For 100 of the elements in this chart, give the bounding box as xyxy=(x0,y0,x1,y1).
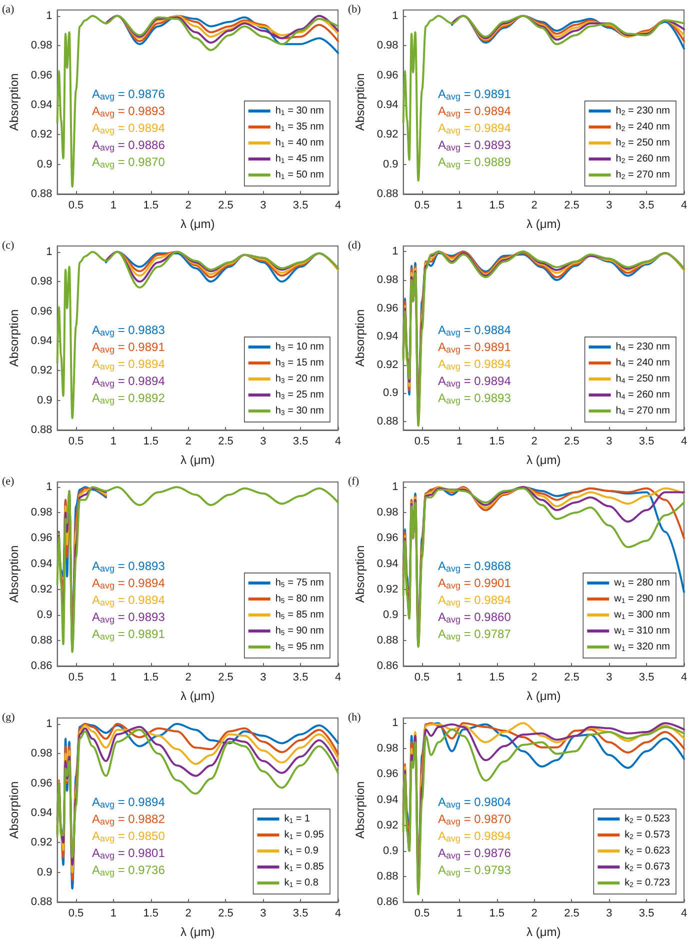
chart-title: (a) xyxy=(2,4,15,16)
y-tick-label: 0.98 xyxy=(30,506,52,519)
line-series xyxy=(56,14,339,188)
x-tick-label: 0.5 xyxy=(68,672,84,684)
annotation: Aavg = 0.9876 xyxy=(438,846,512,860)
y-axis-title: Absorption xyxy=(353,73,367,131)
x-axis-title: λ (μm) xyxy=(526,689,561,703)
y-tick-label: 0.86 xyxy=(376,660,398,672)
y-tick-label: 1 xyxy=(46,246,52,258)
y-tick-label: 0.86 xyxy=(376,896,398,908)
y-tick-label: 0.9 xyxy=(37,158,52,170)
annotation: Aavg = 0.9850 xyxy=(92,829,166,844)
x-tick-label: 3 xyxy=(260,672,266,684)
x-tick-label: 2.5 xyxy=(564,908,580,920)
annotation: Aavg = 0.9894 xyxy=(438,374,512,388)
line-series xyxy=(56,486,339,653)
x-tick-label: 4 xyxy=(334,200,342,212)
x-tick-label: 2 xyxy=(531,908,538,920)
x-tick-label: 1 xyxy=(456,908,463,920)
y-tick-label: 0.96 xyxy=(30,777,52,790)
y-tick-label: 0.92 xyxy=(376,358,398,371)
y-tick-label: 0.9 xyxy=(383,844,398,857)
x-tick-label: 3.5 xyxy=(292,200,308,212)
annotation: Aavg = 0.9894 xyxy=(92,374,166,388)
y-tick-label: 0.94 xyxy=(376,330,398,343)
x-axis-title: λ (μm) xyxy=(180,453,215,467)
y-tick-label: 0.94 xyxy=(30,98,52,111)
annotation: Aavg = 0.9860 xyxy=(438,610,512,624)
x-axis-title: λ (μm) xyxy=(526,925,561,939)
x-tick-label: 2.5 xyxy=(564,436,580,448)
x-tick-label: 3.5 xyxy=(292,436,308,448)
x-tick-label: 2 xyxy=(185,908,192,920)
x-tick-label: 3 xyxy=(606,672,612,684)
x-axis-title: λ (μm) xyxy=(526,217,561,231)
x-tick-label: 4 xyxy=(334,908,342,920)
annotation: Aavg = 0.9894 xyxy=(92,357,166,372)
y-tick-label: 0.98 xyxy=(30,748,52,760)
annotation: Aavg = 0.9891 xyxy=(92,627,166,642)
annotation: Aavg = 0.9893 xyxy=(92,610,166,624)
y-tick-label: 0.96 xyxy=(30,69,52,82)
y-tick-label: 0.88 xyxy=(30,634,52,646)
x-tick-label: 2 xyxy=(185,672,192,684)
y-tick-label: 1 xyxy=(46,10,52,22)
y-tick-label: 0.96 xyxy=(376,302,398,314)
x-tick-label: 3.5 xyxy=(292,672,308,684)
x-tick-label: 0.5 xyxy=(414,672,430,684)
annotation: Aavg = 0.9793 xyxy=(438,863,512,878)
y-axis-title: Absorption xyxy=(7,73,21,131)
y-tick-label: 0.86 xyxy=(30,660,52,672)
x-tick-label: 3 xyxy=(260,200,266,212)
y-tick-label: 0.9 xyxy=(383,387,398,400)
annotation: Aavg = 0.9883 xyxy=(92,323,166,338)
annotation: Aavg = 0.9787 xyxy=(438,627,512,642)
y-tick-label: 0.92 xyxy=(30,836,52,849)
x-tick-label: 2.5 xyxy=(218,908,234,920)
y-tick-label: 0.98 xyxy=(30,276,52,288)
annotation: Aavg = 0.9870 xyxy=(92,155,166,170)
annotation: Aavg = 0.9894 xyxy=(92,795,166,810)
x-tick-label: 3.5 xyxy=(292,908,308,920)
x-tick-label: 1.5 xyxy=(143,908,159,920)
y-tick-label: 0.88 xyxy=(376,416,398,428)
annotation: Aavg = 0.9894 xyxy=(92,576,166,590)
y-tick-label: 0.98 xyxy=(376,742,398,755)
y-tick-label: 0.96 xyxy=(30,532,52,544)
y-tick-label: 0.88 xyxy=(30,188,52,200)
x-tick-label: 0.5 xyxy=(414,200,430,212)
annotation: Aavg = 0.9891 xyxy=(438,340,512,354)
x-axis-title: λ (μm) xyxy=(526,453,561,467)
y-tick-label: 0.96 xyxy=(30,305,52,318)
x-tick-label: 4 xyxy=(334,672,342,684)
annotation: Aavg = 0.9804 xyxy=(438,795,512,810)
chart-title: (g) xyxy=(2,712,16,724)
x-tick-label: 4 xyxy=(334,436,342,448)
x-tick-label: 1 xyxy=(110,436,117,448)
y-tick-label: 1 xyxy=(46,481,52,494)
annotation: Aavg = 0.9894 xyxy=(438,829,512,844)
annotation: Aavg = 0.9894 xyxy=(92,121,166,136)
y-tick-label: 0.92 xyxy=(376,583,398,596)
y-tick-label: 0.98 xyxy=(376,40,398,52)
x-tick-label: 3.5 xyxy=(638,200,654,212)
y-tick-label: 1 xyxy=(392,10,398,22)
annotation: Aavg = 0.9870 xyxy=(438,812,512,826)
annotation: Aavg = 0.9894 xyxy=(438,121,512,136)
x-tick-label: 1.5 xyxy=(489,672,505,684)
y-tick-label: 0.9 xyxy=(37,866,52,878)
chart-title: (b) xyxy=(348,4,362,16)
y-tick-label: 0.94 xyxy=(30,558,52,570)
y-tick-label: 0.98 xyxy=(376,274,398,286)
annotation: Aavg = 0.9801 xyxy=(92,846,166,860)
chart-title: (d) xyxy=(348,240,362,252)
x-tick-label: 1.5 xyxy=(143,200,159,212)
y-tick-label: 0.98 xyxy=(30,40,52,52)
x-tick-label: 4 xyxy=(680,436,688,448)
y-tick-label: 1 xyxy=(392,481,398,494)
x-tick-label: 3 xyxy=(606,908,612,920)
x-tick-label: 0.5 xyxy=(414,436,430,448)
y-tick-label: 0.96 xyxy=(376,532,398,544)
y-tick-label: 0.94 xyxy=(376,794,398,806)
x-axis-title: λ (μm) xyxy=(180,217,215,231)
annotation: Aavg = 0.9884 xyxy=(438,323,512,338)
